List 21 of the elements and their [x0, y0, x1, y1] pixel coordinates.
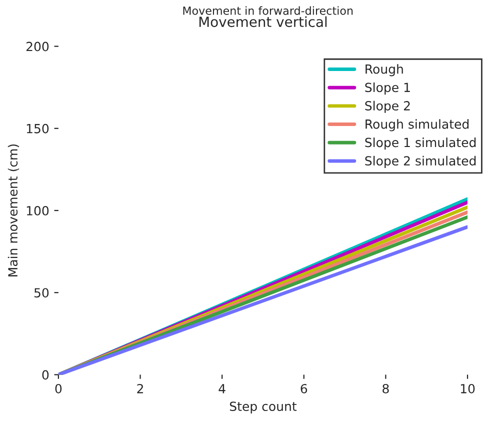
y-axis-title: Main movement (cm)	[8, 144, 20, 276]
x-tick-label: 0	[55, 384, 62, 394]
x-tick-label: 4	[218, 384, 226, 394]
x-tick-label: 2	[137, 384, 143, 394]
y-tick-label: 100	[26, 206, 49, 216]
x-tick-label: 6	[300, 384, 308, 394]
legend-label: Slope 1	[365, 82, 410, 95]
x-axis-title: Step count	[230, 402, 297, 414]
legend-label: Slope 2 simulated	[365, 156, 476, 168]
legend-label: Rough simulated	[366, 119, 469, 132]
x-tick-label: 10	[460, 384, 475, 394]
chart-subtitle: Movement in forward-direction	[183, 6, 353, 15]
legend-label: Slope 1 simulated	[365, 138, 476, 150]
x-tick-label: 8	[382, 384, 389, 394]
y-tick-label: 150	[26, 124, 49, 134]
y-tick-label: 50	[34, 288, 49, 298]
y-tick-label: 0	[42, 370, 49, 380]
y-tick-label: 200	[26, 42, 49, 52]
legend-label: Slope 2	[365, 100, 410, 113]
chart-title: Movement vertical	[199, 16, 327, 28]
legend-label: Rough	[366, 64, 403, 76]
